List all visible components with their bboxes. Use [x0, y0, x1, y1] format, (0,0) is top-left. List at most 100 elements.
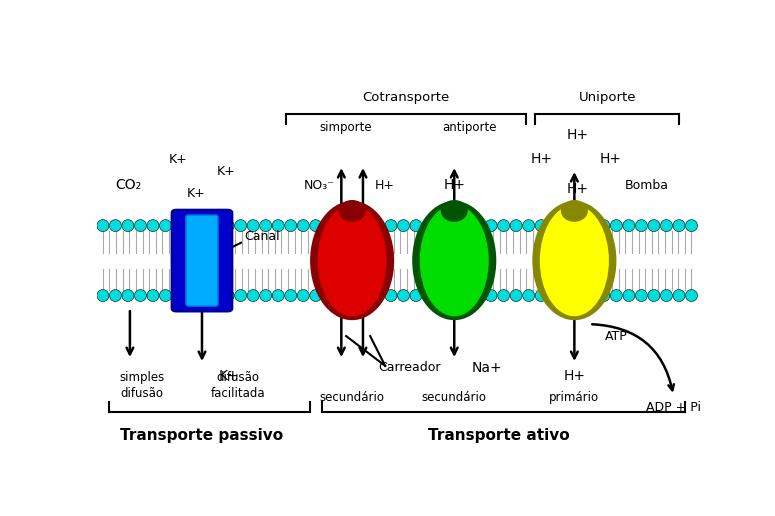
- Ellipse shape: [447, 220, 460, 232]
- Ellipse shape: [310, 220, 322, 232]
- Ellipse shape: [322, 289, 334, 301]
- Text: ATP: ATP: [605, 330, 628, 343]
- Ellipse shape: [360, 220, 372, 232]
- Ellipse shape: [573, 289, 585, 301]
- Ellipse shape: [160, 289, 171, 301]
- Ellipse shape: [97, 289, 109, 301]
- Text: H+: H+: [567, 182, 588, 196]
- Ellipse shape: [410, 220, 422, 232]
- Ellipse shape: [561, 200, 588, 222]
- Ellipse shape: [347, 289, 360, 301]
- Text: K+: K+: [219, 369, 239, 383]
- Ellipse shape: [435, 289, 447, 301]
- Ellipse shape: [473, 220, 484, 232]
- Ellipse shape: [573, 220, 585, 232]
- Text: H+: H+: [375, 179, 395, 191]
- Ellipse shape: [685, 289, 698, 301]
- Ellipse shape: [209, 289, 222, 301]
- Ellipse shape: [385, 289, 397, 301]
- Ellipse shape: [611, 220, 622, 232]
- Ellipse shape: [660, 289, 673, 301]
- Ellipse shape: [648, 220, 660, 232]
- Ellipse shape: [209, 220, 222, 232]
- Ellipse shape: [532, 201, 616, 320]
- Ellipse shape: [222, 289, 234, 301]
- Ellipse shape: [598, 220, 610, 232]
- Ellipse shape: [660, 220, 673, 232]
- Ellipse shape: [560, 220, 572, 232]
- Ellipse shape: [184, 289, 197, 301]
- Text: Uniporte: Uniporte: [579, 91, 636, 104]
- Text: K+: K+: [169, 153, 188, 166]
- Text: Transporte ativo: Transporte ativo: [429, 428, 570, 443]
- Ellipse shape: [435, 220, 447, 232]
- Ellipse shape: [298, 220, 309, 232]
- Ellipse shape: [385, 220, 397, 232]
- Ellipse shape: [648, 289, 660, 301]
- Text: CO₂: CO₂: [115, 178, 141, 192]
- Ellipse shape: [522, 289, 535, 301]
- Ellipse shape: [510, 289, 522, 301]
- Ellipse shape: [422, 220, 435, 232]
- Ellipse shape: [398, 220, 409, 232]
- Ellipse shape: [322, 220, 334, 232]
- Ellipse shape: [420, 205, 489, 316]
- Ellipse shape: [685, 220, 698, 232]
- Ellipse shape: [260, 220, 272, 232]
- Ellipse shape: [460, 220, 472, 232]
- Text: NO₃⁻: NO₃⁻: [304, 179, 335, 191]
- Ellipse shape: [184, 220, 197, 232]
- Ellipse shape: [585, 220, 598, 232]
- Text: secundário: secundário: [422, 391, 487, 404]
- Ellipse shape: [636, 220, 647, 232]
- Ellipse shape: [485, 289, 497, 301]
- Ellipse shape: [360, 289, 372, 301]
- Ellipse shape: [412, 201, 496, 320]
- Ellipse shape: [373, 289, 384, 301]
- Ellipse shape: [97, 220, 109, 232]
- Ellipse shape: [510, 220, 522, 232]
- Ellipse shape: [460, 289, 472, 301]
- Ellipse shape: [623, 220, 635, 232]
- Ellipse shape: [235, 220, 246, 232]
- Ellipse shape: [134, 289, 146, 301]
- Ellipse shape: [109, 289, 122, 301]
- Ellipse shape: [498, 220, 510, 232]
- Ellipse shape: [310, 289, 322, 301]
- Text: simples: simples: [119, 372, 164, 384]
- Ellipse shape: [172, 220, 184, 232]
- Ellipse shape: [147, 289, 159, 301]
- Ellipse shape: [623, 289, 635, 301]
- Ellipse shape: [441, 200, 468, 222]
- Ellipse shape: [247, 220, 259, 232]
- Text: difusão: difusão: [216, 372, 260, 384]
- Ellipse shape: [473, 289, 484, 301]
- Ellipse shape: [134, 220, 146, 232]
- Ellipse shape: [636, 289, 647, 301]
- Ellipse shape: [447, 289, 460, 301]
- Text: antiporte: antiporte: [442, 121, 497, 134]
- Bar: [97, 221, 698, 300]
- FancyBboxPatch shape: [171, 209, 232, 312]
- Ellipse shape: [548, 220, 560, 232]
- Ellipse shape: [197, 220, 209, 232]
- Ellipse shape: [122, 220, 134, 232]
- Text: primário: primário: [549, 391, 599, 404]
- Ellipse shape: [522, 220, 535, 232]
- Ellipse shape: [109, 220, 122, 232]
- Text: H+: H+: [567, 128, 588, 142]
- Ellipse shape: [673, 220, 685, 232]
- Ellipse shape: [398, 289, 409, 301]
- Ellipse shape: [172, 289, 184, 301]
- Ellipse shape: [310, 201, 394, 320]
- Ellipse shape: [335, 289, 347, 301]
- Ellipse shape: [222, 220, 234, 232]
- Text: Cotransporte: Cotransporte: [363, 91, 450, 104]
- Ellipse shape: [536, 289, 547, 301]
- Ellipse shape: [284, 289, 297, 301]
- Text: simporte: simporte: [320, 121, 373, 134]
- Ellipse shape: [598, 289, 610, 301]
- Ellipse shape: [422, 289, 435, 301]
- Text: secundário: secundário: [319, 391, 384, 404]
- Ellipse shape: [339, 200, 366, 222]
